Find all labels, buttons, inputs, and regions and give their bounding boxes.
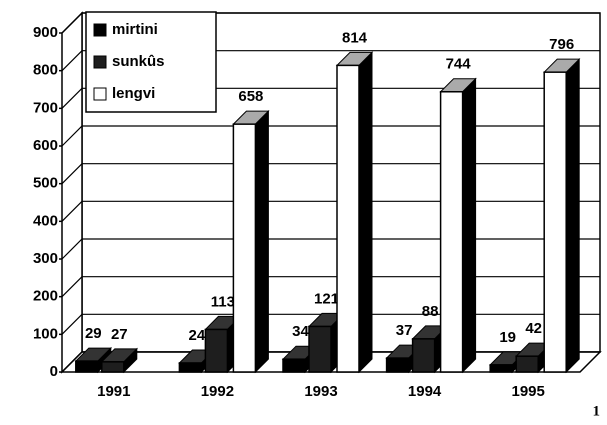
page-mark: 1	[593, 403, 601, 419]
data-label: 29	[85, 325, 102, 342]
y-tick-label: 500	[33, 175, 58, 192]
x-tick-label: 1992	[201, 383, 234, 400]
grid-line	[61, 238, 600, 260]
bar	[101, 361, 125, 373]
data-label: 19	[499, 329, 516, 346]
y-tick-label: 400	[33, 212, 58, 229]
legend-swatch	[93, 55, 107, 69]
data-label: 37	[396, 322, 413, 339]
data-label: 113	[211, 293, 235, 310]
bar-side	[462, 77, 477, 374]
bar	[515, 355, 539, 373]
y-tick-label: 800	[33, 62, 58, 79]
legend-swatch	[93, 87, 107, 101]
bar	[543, 71, 567, 373]
bar	[439, 91, 464, 373]
bar-side	[358, 51, 373, 374]
legend-label: sunkûs	[112, 53, 165, 70]
x-tick-label: 1994	[408, 383, 442, 400]
grid-line	[61, 125, 600, 147]
y-tick-label: 700	[33, 99, 58, 116]
x-tick-label: 1993	[304, 383, 337, 400]
bar	[411, 338, 436, 373]
bar	[385, 357, 410, 373]
bar	[232, 123, 257, 373]
data-label: 27	[111, 326, 128, 343]
y-tick-label: 200	[33, 288, 58, 305]
legend-swatch	[93, 23, 107, 37]
grid-line	[61, 313, 600, 335]
grid-line	[61, 276, 600, 298]
y-tick-label: 600	[33, 137, 58, 154]
x-tick-label: 1991	[97, 383, 130, 400]
grid-line	[61, 87, 600, 109]
grid-line	[61, 12, 600, 34]
bar	[308, 325, 332, 373]
data-label: 121	[314, 290, 339, 307]
data-label: 814	[342, 29, 368, 46]
y-tick-label: 0	[50, 363, 58, 380]
y-tick-label: 900	[33, 24, 58, 41]
bar-side	[565, 57, 580, 374]
bar	[336, 64, 360, 373]
x-tick-label: 1995	[512, 383, 545, 400]
bar-side	[254, 109, 269, 374]
grid-line	[61, 50, 600, 72]
data-label: 658	[238, 88, 263, 105]
y-tick-label: 100	[33, 325, 58, 342]
grid-line	[61, 200, 600, 222]
bar	[282, 358, 306, 373]
data-label: 24	[189, 327, 206, 344]
bar	[75, 360, 99, 373]
legend-label: lengvi	[112, 85, 155, 102]
legend-box	[85, 11, 217, 113]
data-label: 42	[525, 320, 542, 337]
data-label: 88	[422, 303, 439, 320]
legend-label: mirtini	[112, 21, 158, 38]
data-label: 34	[292, 323, 309, 340]
y-tick-label: 300	[33, 250, 58, 267]
bar	[178, 362, 203, 373]
bar	[204, 328, 229, 373]
data-label: 796	[549, 36, 574, 53]
grid-line	[61, 163, 600, 185]
data-label: 744	[446, 56, 472, 73]
bar	[489, 364, 513, 373]
